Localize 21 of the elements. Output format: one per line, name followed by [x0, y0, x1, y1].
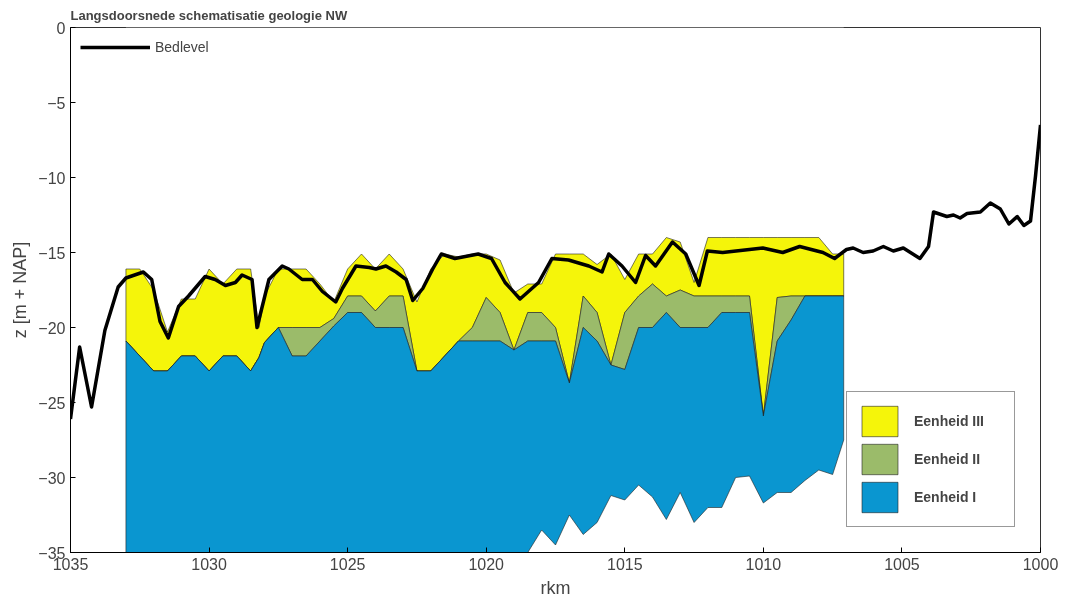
x-tick-label: 1005 [884, 555, 920, 573]
x-tick-label: 1015 [606, 555, 643, 573]
x-tick-label: 1030 [191, 555, 227, 573]
y-tick-label: −20 [38, 319, 66, 337]
y-tick-label: −5 [47, 94, 66, 112]
y-tick-label: −15 [38, 244, 66, 262]
legend-label: Eenheid III [914, 413, 985, 429]
x-tick-label: 1020 [468, 555, 505, 573]
y-tick-label: −25 [38, 394, 66, 412]
x-tick-label: 1010 [745, 555, 782, 573]
y-axis-title: z [m + NAP] [10, 241, 31, 339]
y-tick-label: −10 [38, 169, 66, 187]
legend-label: Eenheid II [914, 451, 982, 467]
x-axis-title: rkm [540, 577, 571, 598]
y-tick-label: 0 [56, 19, 66, 37]
chart-title: Langsdoorsnede schematisatie geologie NW [70, 7, 348, 23]
y-tick-label: −30 [38, 469, 66, 487]
legend-label: Bedlevel [155, 39, 209, 55]
x-tick-label: 1025 [329, 555, 366, 573]
x-tick-label: 1000 [1022, 555, 1059, 573]
legend-label: Eenheid I [914, 489, 978, 505]
